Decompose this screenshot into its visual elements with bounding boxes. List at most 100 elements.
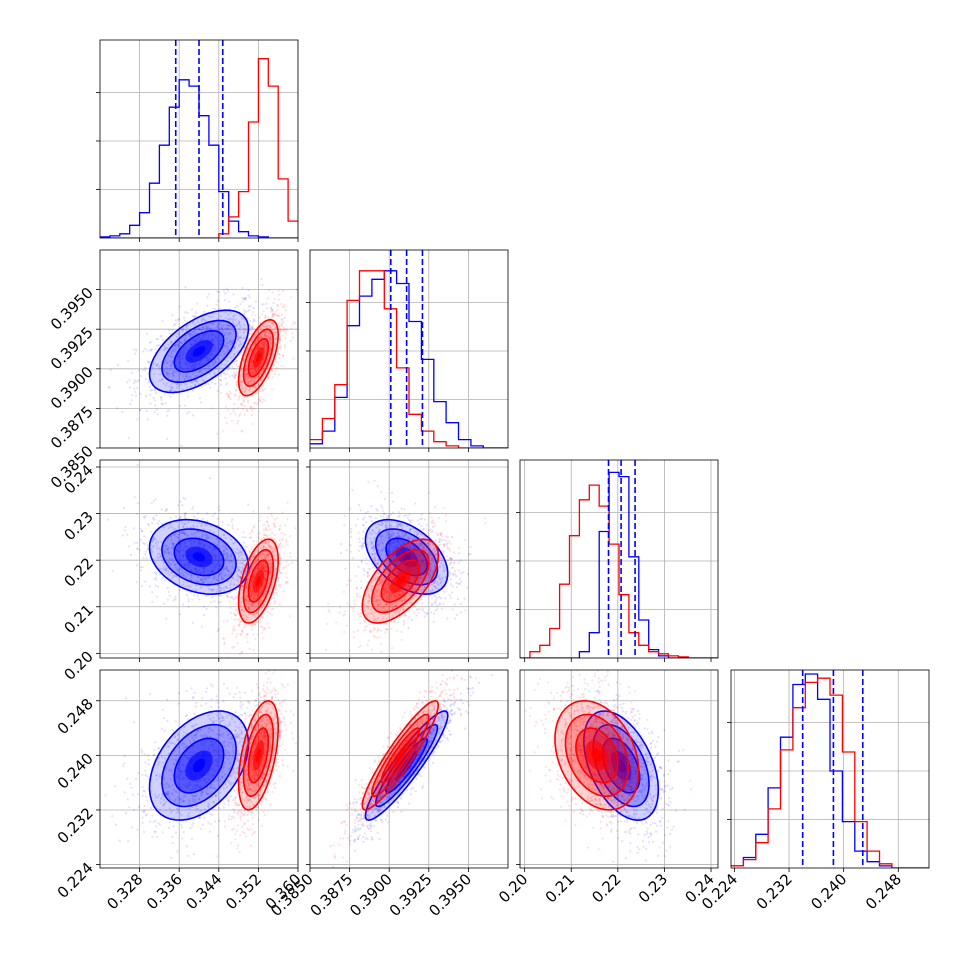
contour-line <box>161 528 237 586</box>
density-fill <box>395 575 405 587</box>
contour-line <box>575 727 619 784</box>
density-fill <box>255 575 261 587</box>
x-tick-label: 0.336 <box>143 870 186 913</box>
density-fill <box>591 748 603 763</box>
contour-line <box>242 328 275 388</box>
panel-frame <box>519 459 719 659</box>
panel-3-3: 0.224 0.232 0.240 0.248 <box>698 669 930 913</box>
histogram-blue <box>310 270 508 448</box>
y-tick-label: 0.3900 <box>47 363 97 413</box>
contour-line <box>361 699 440 811</box>
x-tick-label: 0.352 <box>222 870 265 913</box>
contour-line <box>148 518 250 596</box>
x-tick-label: 0.21 <box>542 870 578 906</box>
y-tick-label: 0.3925 <box>47 323 97 373</box>
histogram-red <box>310 270 508 448</box>
contour-line <box>161 723 237 808</box>
contour-line <box>173 329 225 373</box>
contour-line <box>148 309 250 394</box>
panel-2-0: 0.200.210.220.230.24 <box>60 459 299 684</box>
panel-0-0 <box>96 39 299 242</box>
y-tick-label: 0.240 <box>54 749 97 792</box>
panel-frame <box>309 669 509 869</box>
scatter-blue <box>107 278 298 447</box>
density-fill <box>192 346 206 357</box>
contour-line <box>242 713 274 797</box>
panel-frame <box>519 669 719 869</box>
x-tick-label: 0.22 <box>588 870 624 906</box>
histogram-red <box>520 484 718 658</box>
y-tick-label: 0.22 <box>60 554 96 590</box>
contour-line <box>173 537 225 577</box>
y-tick-label: 0.20 <box>60 647 96 683</box>
x-tick-label: 0.20 <box>495 870 531 906</box>
histogram-blue <box>100 79 298 238</box>
contour-line <box>370 713 430 798</box>
y-tick-label: 0.224 <box>54 859 97 902</box>
contour-line <box>237 699 279 811</box>
contour-line <box>161 319 237 384</box>
contour-line <box>374 723 439 808</box>
density-fill <box>192 758 206 773</box>
panel-2-1 <box>306 459 509 662</box>
panel-frame <box>99 669 299 869</box>
x-tick-label: 0.3875 <box>307 870 357 920</box>
scatter-blue <box>104 670 286 859</box>
contour-line <box>364 518 449 596</box>
contour-line <box>375 528 439 586</box>
x-tick-label: 0.240 <box>807 870 850 913</box>
density-fill <box>395 748 405 763</box>
contour-line <box>247 337 270 378</box>
histogram-red <box>100 58 298 238</box>
contour-line <box>564 713 630 798</box>
panel-frame <box>309 459 509 659</box>
y-tick-label: 0.3875 <box>47 403 97 453</box>
density-fill <box>255 353 261 363</box>
y-tick-label: 0.232 <box>54 804 97 847</box>
x-tick-label: 0.3900 <box>346 870 396 920</box>
panel-frame <box>99 249 299 449</box>
panel-3-2: 0.20 0.21 0.22 0.23 0.24 <box>495 669 719 906</box>
contour-line <box>247 727 270 784</box>
contour-line <box>370 548 430 614</box>
contour-line <box>242 548 274 614</box>
contour-line <box>554 699 640 811</box>
density-fill <box>616 758 626 773</box>
y-tick-label: 0.248 <box>54 695 97 738</box>
contour-line <box>592 723 650 808</box>
contour-line <box>173 737 225 794</box>
contour-line <box>380 727 421 784</box>
density-fill <box>255 748 261 763</box>
contour-line <box>148 710 250 821</box>
x-tick-label: 0.248 <box>862 870 905 913</box>
x-tick-label: 0.3950 <box>425 870 475 920</box>
panel-frame <box>309 249 509 449</box>
density-fill <box>192 552 206 562</box>
contour-line <box>583 710 660 822</box>
x-tick-label: 0.23 <box>635 870 671 906</box>
contour-line <box>364 710 449 822</box>
panel-1-1 <box>306 249 509 452</box>
density-fill <box>401 758 412 773</box>
contour-line <box>237 318 280 397</box>
x-tick-label: 0.232 <box>753 870 796 913</box>
y-tick-label: 0.23 <box>60 508 96 544</box>
x-tick-label: 0.344 <box>183 870 226 913</box>
y-tick-label: 0.21 <box>60 601 96 637</box>
histogram-red <box>731 677 929 868</box>
contour-line <box>361 538 440 624</box>
panel-frame <box>99 39 299 239</box>
panel-frame <box>730 669 930 869</box>
y-tick-label: 0.3950 <box>47 284 97 334</box>
histogram-blue <box>731 673 929 868</box>
panel-2-2 <box>516 459 719 662</box>
contour-line <box>247 559 270 603</box>
x-tick-label: 0.3925 <box>386 870 436 920</box>
contour-line <box>380 559 421 603</box>
x-tick-label: 0.328 <box>103 870 146 913</box>
panel-frame <box>99 459 299 659</box>
histogram-blue <box>520 471 718 658</box>
